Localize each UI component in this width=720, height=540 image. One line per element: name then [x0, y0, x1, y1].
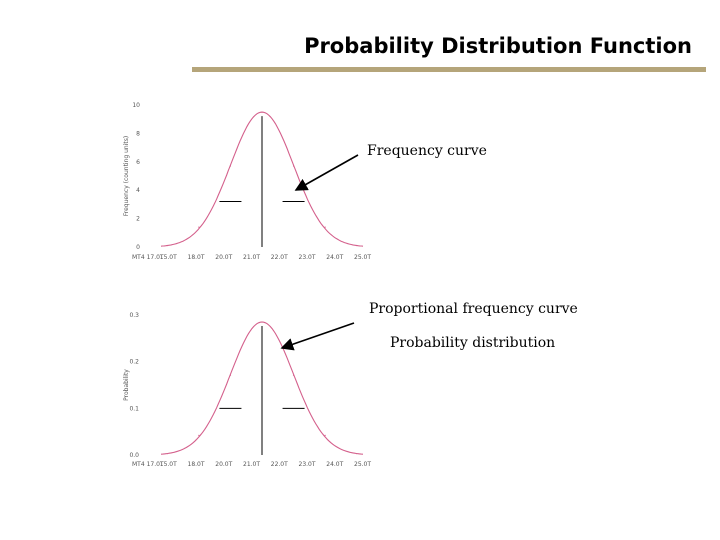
- slide-title: Probability Distribution Function: [304, 34, 692, 58]
- x-tick-label: 15.0T: [160, 254, 177, 261]
- data-point: [292, 374, 295, 376]
- y-tick-label: 0.1: [129, 405, 139, 412]
- data-point: [229, 165, 232, 167]
- title-rule: [192, 67, 706, 72]
- data-point: [198, 434, 200, 436]
- x-tick-label: MT4 17.0T: [132, 254, 164, 261]
- data-point: [261, 321, 263, 323]
- data-point: [198, 226, 200, 228]
- x-tick-label: 18.0T: [188, 461, 205, 468]
- x-tick-label: MT4 17.0T: [132, 461, 164, 468]
- proportional-frequency-curve-annotation: Proportional frequency curve: [369, 301, 578, 317]
- data-point: [166, 244, 168, 247]
- x-tick-label: 18.0T: [188, 254, 205, 261]
- x-tick-label: 21.0T: [243, 254, 260, 261]
- x-tick-label: 15.0T: [160, 461, 177, 468]
- data-point: [229, 374, 232, 376]
- x-tick-label: 23.0T: [299, 461, 316, 468]
- y-axis-label: Probability: [123, 369, 130, 401]
- frequency-curve-arrow: [294, 154, 359, 191]
- data-point: [324, 434, 326, 436]
- y-tick-label: 4: [136, 187, 140, 194]
- probability-curve-arrow: [280, 322, 355, 351]
- y-tick-label: 2: [136, 216, 140, 223]
- x-tick-label: 20.0T: [215, 254, 232, 261]
- data-point: [356, 453, 358, 455]
- y-tick-label: 6: [136, 159, 140, 166]
- x-tick-label: 22.0T: [271, 254, 288, 261]
- y-tick-label: 0.3: [129, 312, 139, 319]
- y-tick-label: 0: [136, 244, 140, 251]
- data-point: [356, 244, 358, 247]
- y-tick-label: 8: [136, 130, 140, 137]
- x-tick-label: 21.0T: [243, 461, 260, 468]
- data-point: [166, 453, 168, 455]
- x-tick-label: 24.0T: [326, 254, 343, 261]
- frequency-curve-annotation: Frequency curve: [367, 143, 487, 159]
- frequency-chart: 10 8 6 4 2 0 Frequency (counting units) MT4 17.…: [123, 102, 371, 261]
- probability-distribution-annotation: Probability distribution: [390, 335, 556, 351]
- x-tick-label: 24.0T: [326, 461, 343, 468]
- x-tick-label: 25.0T: [354, 461, 371, 468]
- y-tick-label: 10: [132, 102, 140, 109]
- y-tick-label: 0.2: [129, 359, 139, 366]
- x-tick-label: 20.0T: [215, 461, 232, 468]
- y-tick-label: 0.0: [129, 452, 139, 459]
- x-tick-label: 25.0T: [354, 254, 371, 261]
- data-point: [292, 165, 295, 167]
- x-tick-label: 23.0T: [299, 254, 316, 261]
- data-point: [261, 111, 263, 113]
- x-tick-label: 22.0T: [271, 461, 288, 468]
- data-point: [324, 226, 326, 228]
- y-axis-label: Frequency (counting units): [123, 136, 130, 216]
